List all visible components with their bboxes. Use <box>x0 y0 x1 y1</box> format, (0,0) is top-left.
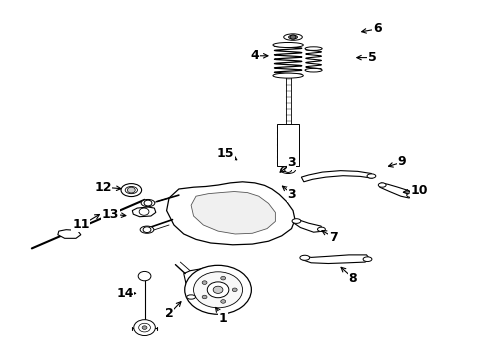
Ellipse shape <box>121 184 142 197</box>
Circle shape <box>143 227 151 233</box>
Text: 13: 13 <box>101 208 119 221</box>
Circle shape <box>139 208 149 215</box>
Ellipse shape <box>141 199 155 207</box>
Circle shape <box>138 271 151 281</box>
Text: 9: 9 <box>397 156 406 168</box>
Ellipse shape <box>187 295 196 299</box>
Circle shape <box>127 187 135 193</box>
Circle shape <box>221 276 226 280</box>
Circle shape <box>144 200 152 206</box>
Polygon shape <box>301 171 372 182</box>
Circle shape <box>194 272 243 308</box>
Ellipse shape <box>367 174 376 178</box>
Circle shape <box>221 300 226 303</box>
Polygon shape <box>184 267 237 308</box>
Circle shape <box>213 286 223 293</box>
Polygon shape <box>303 255 370 264</box>
Ellipse shape <box>281 166 295 174</box>
Text: 2: 2 <box>165 307 173 320</box>
Ellipse shape <box>378 183 386 187</box>
Circle shape <box>202 281 207 284</box>
Text: 4: 4 <box>250 49 259 62</box>
Ellipse shape <box>140 226 154 233</box>
Text: 8: 8 <box>348 273 357 285</box>
Circle shape <box>290 35 296 39</box>
Ellipse shape <box>273 73 303 78</box>
Circle shape <box>139 323 150 332</box>
Ellipse shape <box>407 193 415 197</box>
Polygon shape <box>293 220 323 232</box>
Circle shape <box>185 265 251 314</box>
Circle shape <box>232 288 237 292</box>
Circle shape <box>134 320 155 336</box>
Polygon shape <box>380 183 413 198</box>
Polygon shape <box>191 192 275 234</box>
Text: 5: 5 <box>368 51 377 64</box>
Text: 7: 7 <box>329 231 338 244</box>
Text: 6: 6 <box>373 22 382 35</box>
Polygon shape <box>58 230 81 238</box>
Circle shape <box>285 167 292 172</box>
Ellipse shape <box>305 47 322 50</box>
Ellipse shape <box>292 219 301 223</box>
Text: 10: 10 <box>410 184 428 197</box>
Circle shape <box>142 326 147 329</box>
Ellipse shape <box>305 68 322 72</box>
Ellipse shape <box>363 257 372 261</box>
Polygon shape <box>132 207 156 217</box>
Polygon shape <box>277 124 299 166</box>
Circle shape <box>207 282 229 298</box>
Text: 15: 15 <box>217 147 234 159</box>
Ellipse shape <box>284 34 302 40</box>
Ellipse shape <box>289 35 297 39</box>
Ellipse shape <box>273 42 303 48</box>
Text: 1: 1 <box>219 312 227 325</box>
Text: 12: 12 <box>94 181 112 194</box>
Ellipse shape <box>318 227 325 231</box>
Text: 3: 3 <box>287 188 296 201</box>
Circle shape <box>202 295 207 299</box>
Text: 14: 14 <box>116 287 134 300</box>
Ellipse shape <box>300 255 310 260</box>
Text: 11: 11 <box>72 219 90 231</box>
Ellipse shape <box>125 186 137 194</box>
Polygon shape <box>167 182 295 245</box>
Text: 3: 3 <box>287 156 296 169</box>
